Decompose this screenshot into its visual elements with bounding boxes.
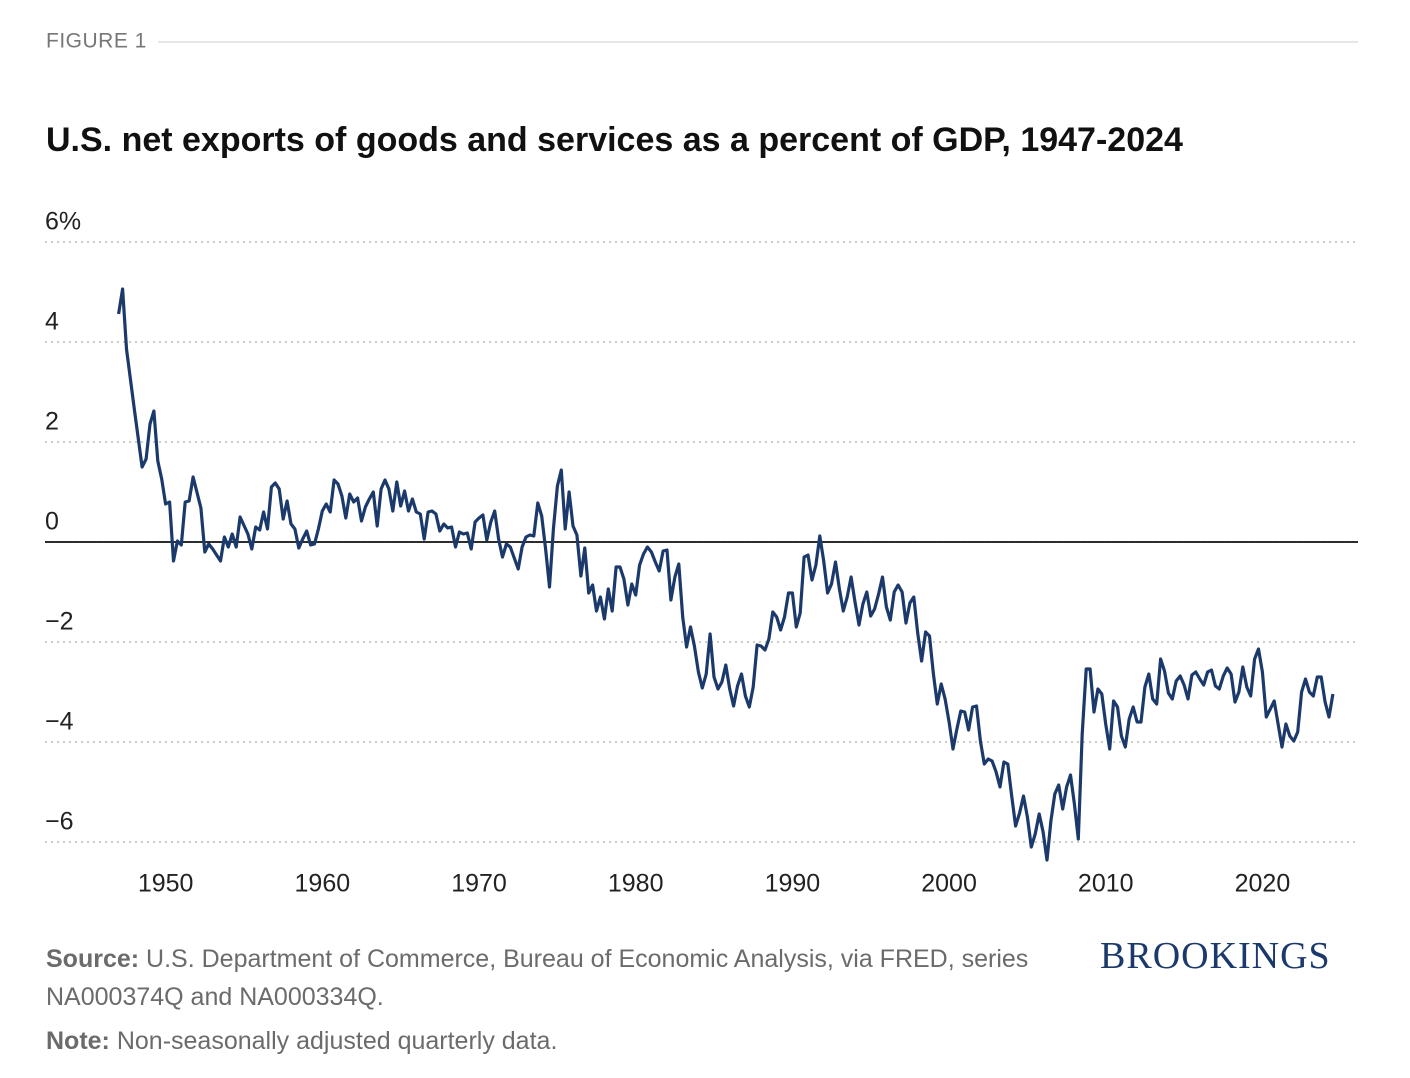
- x-tick-label: 1980: [608, 870, 664, 898]
- note-label: Note:: [46, 1027, 110, 1055]
- figure-label: FIGURE 1: [46, 30, 147, 53]
- source: Source: U.S. Department of Commerce, Bur…: [46, 940, 1076, 1016]
- y-tick-label: −6: [45, 808, 74, 836]
- x-tick-label: 1970: [451, 870, 507, 898]
- logo: BROOKINGS: [1100, 935, 1331, 977]
- data-line: [117, 287, 1335, 862]
- chart: FIGURE 1 U.S. net exports of goods and s…: [45, 30, 1358, 898]
- chart-title: U.S. net exports of goods and services a…: [46, 121, 1183, 159]
- x-tick-label: 2010: [1078, 870, 1134, 898]
- x-tick-label: 1950: [138, 870, 194, 898]
- note: Note: Non-seasonally adjusted quarterly …: [46, 1022, 557, 1060]
- y-tick-label: 6%: [45, 208, 81, 236]
- x-tick-label: 2000: [921, 870, 977, 898]
- x-tick-label: 1990: [765, 870, 821, 898]
- y-tick-label: 0: [45, 508, 59, 536]
- x-tick-label: 1960: [295, 870, 351, 898]
- source-label: Source:: [46, 945, 140, 973]
- y-tick-label: 2: [45, 408, 59, 436]
- note-text: Non-seasonally adjusted quarterly data.: [116, 1027, 558, 1055]
- x-tick-label: 2020: [1235, 870, 1291, 898]
- y-tick-label: −2: [45, 608, 74, 636]
- y-tick-label: 4: [45, 308, 59, 336]
- y-tick-label: −4: [45, 708, 74, 736]
- source-text: U.S. Department of Commerce, Bureau of E…: [46, 945, 1029, 1011]
